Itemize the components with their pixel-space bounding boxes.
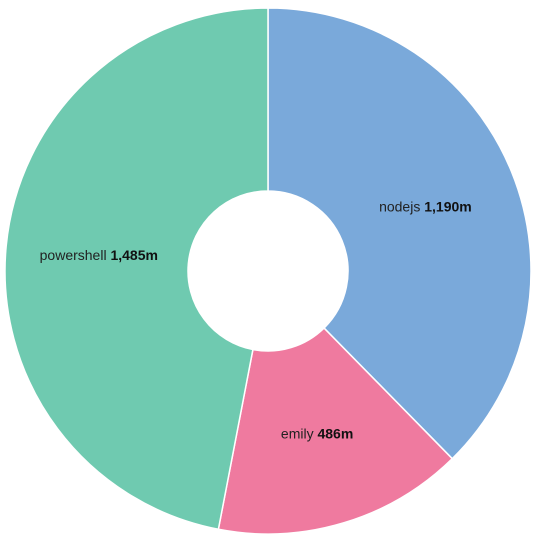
labels-layer: nodejs 1,190m emily 486m powershell 1,485m (40, 199, 472, 442)
slice-emily[interactable] (217, 327, 454, 535)
slice-label-nodejs: nodejs 1,190m (379, 199, 472, 215)
slice-label-powershell: powershell 1,485m (40, 247, 158, 263)
slice-label-value: 486m (317, 426, 353, 442)
slice-label-value: 1,190m (424, 199, 471, 215)
slice-powershell[interactable] (4, 7, 269, 531)
slice-label-name: powershell (40, 247, 111, 263)
slice-label-value: 1,485m (110, 247, 157, 263)
slice-label-name: emily (281, 426, 318, 442)
slice-nodejs[interactable] (267, 7, 532, 460)
slice-label-emily: emily 486m (281, 426, 353, 442)
slice-label-name: nodejs (379, 199, 424, 215)
slices-layer (4, 7, 532, 535)
